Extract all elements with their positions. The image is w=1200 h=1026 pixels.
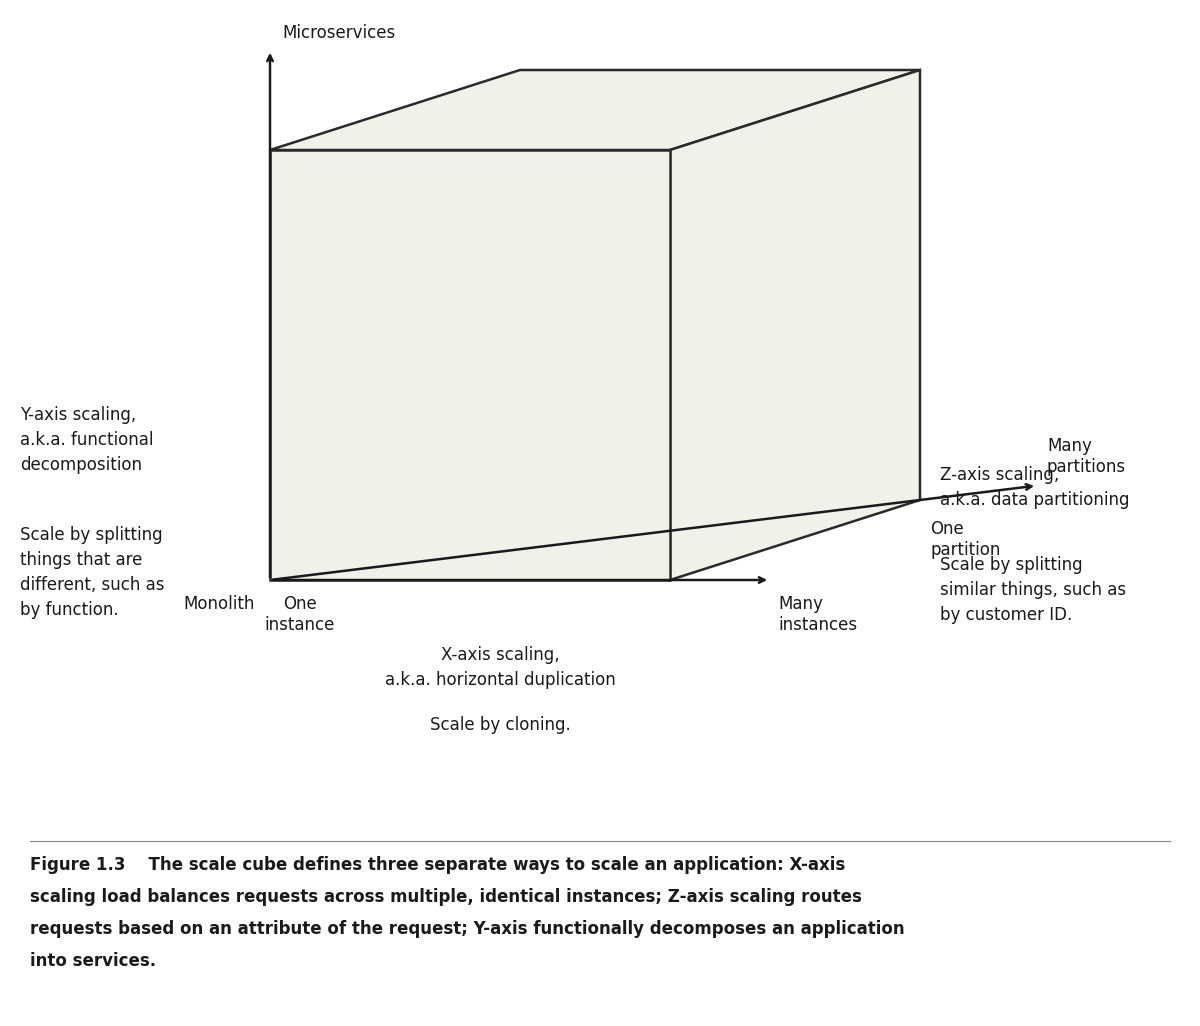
Polygon shape bbox=[270, 70, 920, 150]
Text: X-axis scaling,
a.k.a. horizontal duplication: X-axis scaling, a.k.a. horizontal duplic… bbox=[385, 646, 616, 689]
Text: scaling load balances requests across multiple, identical instances; Z-axis scal: scaling load balances requests across mu… bbox=[30, 887, 862, 906]
Text: Z-axis scaling,
a.k.a. data partitioning: Z-axis scaling, a.k.a. data partitioning bbox=[940, 466, 1129, 509]
Text: into services.: into services. bbox=[30, 952, 156, 970]
Text: Many
partitions: Many partitions bbox=[1046, 437, 1126, 476]
Text: Scale by cloning.: Scale by cloning. bbox=[430, 716, 570, 734]
Text: Y-axis scaling,
a.k.a. functional
decomposition: Y-axis scaling, a.k.a. functional decomp… bbox=[20, 406, 154, 474]
Text: Figure 1.3    The scale cube defines three separate ways to scale an application: Figure 1.3 The scale cube defines three … bbox=[30, 856, 845, 874]
Polygon shape bbox=[270, 150, 670, 580]
Text: One
instance: One instance bbox=[265, 595, 335, 634]
Text: Many
instances: Many instances bbox=[778, 595, 857, 634]
Polygon shape bbox=[670, 70, 920, 580]
Text: Scale by splitting
things that are
different, such as
by function.: Scale by splitting things that are diffe… bbox=[20, 526, 164, 619]
Text: Monolith: Monolith bbox=[184, 595, 256, 613]
Text: Microservices: Microservices bbox=[282, 24, 395, 42]
Text: One
partition: One partition bbox=[930, 520, 1001, 559]
Text: Scale by splitting
similar things, such as
by customer ID.: Scale by splitting similar things, such … bbox=[940, 556, 1126, 624]
Text: requests based on an attribute of the request; Y-axis functionally decomposes an: requests based on an attribute of the re… bbox=[30, 920, 905, 938]
